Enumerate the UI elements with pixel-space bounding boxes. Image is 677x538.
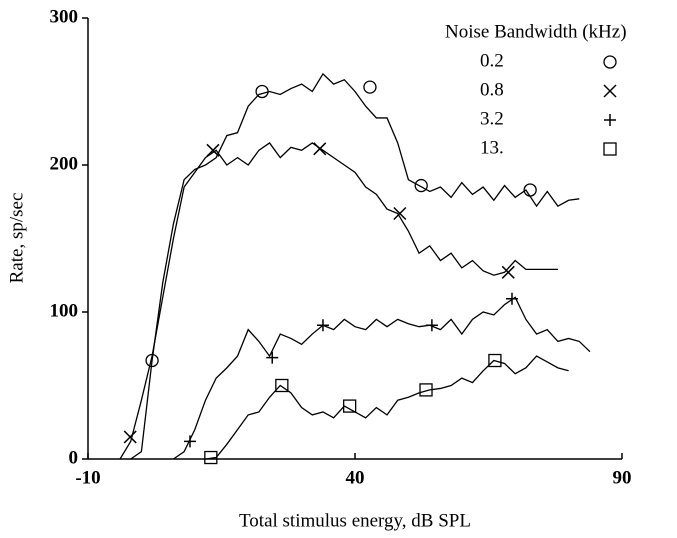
legend-label: 0.2: [480, 50, 504, 71]
x-tick-label: -10: [75, 467, 100, 488]
marker: [266, 351, 279, 364]
x-tick-label: 90: [613, 467, 632, 488]
marker: [488, 353, 502, 368]
marker: [501, 265, 515, 279]
marker: [123, 430, 137, 444]
marker: [363, 80, 377, 94]
y-tick-label: 100: [50, 300, 79, 321]
x-tick-label: 40: [346, 467, 365, 488]
series-line: [205, 355, 569, 460]
marker: [343, 399, 357, 413]
legend-title: Noise Bandwidth (kHz): [445, 21, 627, 42]
legend-label: 3.2: [480, 108, 504, 129]
marker: [414, 178, 428, 193]
series-line: [130, 72, 580, 460]
marker: [255, 84, 269, 99]
marker: [523, 183, 537, 197]
marker: [183, 435, 196, 448]
y-tick-label: 200: [50, 153, 79, 174]
x-axis-label: Total stimulus energy, dB SPL: [239, 510, 471, 531]
legend-symbol: [603, 84, 617, 98]
series-line: [173, 296, 591, 460]
legend-label: 0.8: [480, 79, 504, 100]
marker: [206, 143, 220, 157]
legend-symbol: [603, 142, 617, 156]
y-axis-label: Rate, sp/sec: [6, 193, 27, 284]
y-tick-label: 0: [69, 447, 79, 468]
marker: [316, 319, 329, 332]
legend-symbol: [604, 114, 616, 126]
marker: [393, 206, 407, 221]
marker: [419, 383, 433, 397]
marker: [204, 450, 218, 465]
marker: [275, 378, 289, 393]
y-tick-label: 300: [50, 6, 79, 27]
marker: [425, 319, 438, 332]
series-line: [119, 142, 558, 460]
marker: [505, 292, 518, 305]
legend-symbol: [603, 55, 617, 69]
legend-label: 13.: [480, 137, 504, 158]
marker: [313, 142, 327, 156]
